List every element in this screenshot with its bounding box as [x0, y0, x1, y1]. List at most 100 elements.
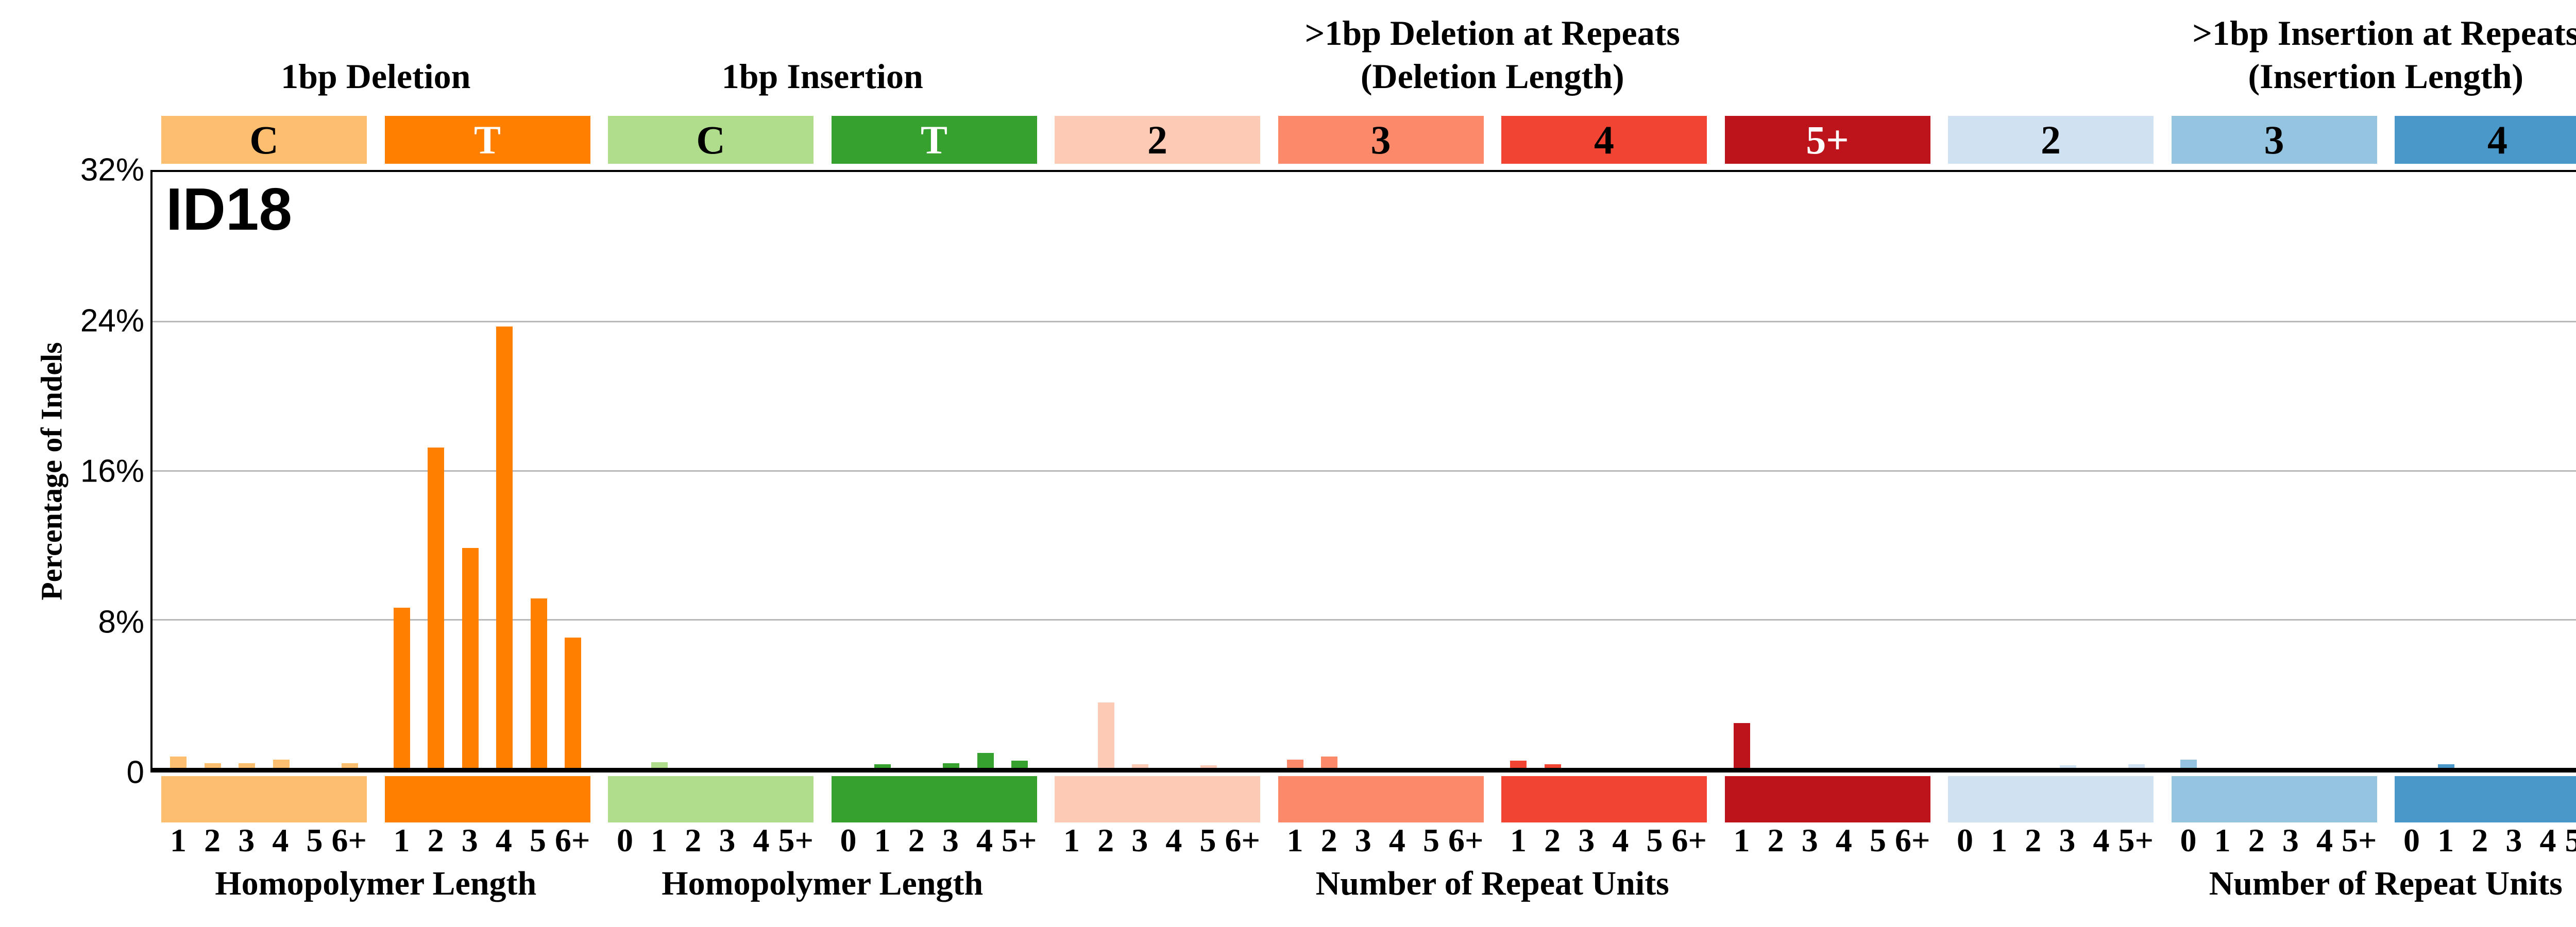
x-tick-label: 5: [529, 822, 546, 859]
slot-insertion-repeats-len3-0: [2172, 172, 2206, 768]
slot-deletion-repeats-len5plus-2: [1759, 172, 1793, 768]
slot-1bp-deletion-T-6+: [556, 172, 590, 768]
x-tick-slot: 4: [744, 824, 778, 857]
x-tick-slot: 1: [385, 824, 419, 857]
x-tick-label: 2: [204, 822, 221, 859]
group-insertion-repeats-len4: 4: [2395, 116, 2576, 164]
x-tick-label: 3: [2059, 822, 2076, 859]
x-tick-slot: 1: [1055, 824, 1089, 857]
x-tick-label: 4: [753, 822, 770, 859]
bar-1bp-insertion-C-1: [651, 762, 668, 768]
slot-deletion-repeats-len5plus-1: [1725, 172, 1759, 768]
bar-deletion-repeats-len5plus-1: [1733, 723, 1750, 768]
x-tick-slot: 1: [2429, 824, 2463, 857]
group-deletion-repeats-len2: 1 2 3 4 5 6+: [1055, 824, 1260, 857]
x-tick-slot: 3: [1569, 824, 1603, 857]
x-tick-label: 0: [2180, 822, 2197, 859]
slot-insertion-repeats-len3-1: [2206, 172, 2240, 768]
slot-insertion-repeats-len2-2: [2016, 172, 2051, 768]
group-1bp-deletion-C: C: [161, 116, 367, 164]
bar-1bp-insertion-T-1: [874, 764, 891, 768]
group-1bp-insertion-C: [608, 172, 814, 768]
x-tick-label: 5: [1646, 822, 1663, 859]
x-tick-label: 1: [1063, 822, 1080, 859]
group-deletion-repeats-len2: [1055, 172, 1260, 768]
x-tick-label: 4: [1835, 822, 1852, 859]
x-tick-label: 4: [495, 822, 512, 859]
signature-id-label: ID18: [166, 176, 293, 243]
x-tick-slot: 3: [1793, 824, 1827, 857]
x-tick-label: 1: [874, 822, 891, 859]
x-tick-slot: 6+: [1895, 824, 1930, 857]
group-1bp-deletion-C: [161, 172, 367, 768]
slot-deletion-repeats-len4-5: [1638, 172, 1673, 768]
slot-insertion-repeats-len4-5+: [2566, 172, 2576, 768]
slot-1bp-insertion-C-5+: [779, 172, 814, 768]
x-tick-label: 3: [1354, 822, 1371, 859]
bar-deletion-repeats-len3-2: [1321, 757, 1338, 768]
x-tick-slot: 5: [1637, 824, 1671, 857]
group-insertion-repeats-len2: [1948, 776, 2154, 822]
category-header-label: 2: [1147, 117, 1167, 162]
x-tick-slot: 3: [1123, 824, 1157, 857]
x-tick-slot: 2: [1312, 824, 1346, 857]
slot-1bp-deletion-T-1: [385, 172, 419, 768]
slot-insertion-repeats-len2-0: [1948, 172, 1982, 768]
slot-insertion-repeats-len2-3: [2051, 172, 2086, 768]
group-deletion-repeats-len4: [1501, 776, 1707, 822]
slot-1bp-deletion-C-3: [230, 172, 264, 768]
x-tick-label: 1: [2214, 822, 2231, 859]
x-tick-slot: 5: [1861, 824, 1895, 857]
y-tick-32: 32%: [80, 152, 144, 188]
slot-1bp-insertion-T-4: [969, 172, 1003, 768]
x-tick-slot: 4: [1603, 824, 1637, 857]
x-tick-label: 5: [1869, 822, 1886, 859]
x-tick-slot: 0: [2395, 824, 2429, 857]
x-tick-label: 0: [617, 822, 634, 859]
x-tick-label: 4: [272, 822, 289, 859]
x-tick-label: 1: [393, 822, 410, 859]
x-tick-label: 5+: [2342, 822, 2377, 859]
x-tick-slot: 5: [521, 824, 555, 857]
slot-1bp-insertion-T-1: [866, 172, 900, 768]
bar-1bp-insertion-T-3: [943, 763, 960, 768]
group-insertion-repeats-len2: [1948, 172, 2154, 768]
x-tick-slot: 5: [1191, 824, 1225, 857]
slot-deletion-repeats-len5plus-5: [1862, 172, 1896, 768]
x-tick-slot: 0: [2172, 824, 2206, 857]
x-tick-label: 4: [1165, 822, 1182, 859]
x-tick-label: 3: [238, 822, 255, 859]
category-header-label: 3: [2264, 117, 2284, 162]
bar-1bp-insertion-T-4: [977, 753, 994, 768]
slot-1bp-deletion-C-2: [196, 172, 230, 768]
slot-1bp-deletion-C-1: [161, 172, 196, 768]
x-tick-label: 2: [2248, 822, 2265, 859]
x-tick-label: 3: [942, 822, 959, 859]
slot-deletion-repeats-len5plus-4: [1827, 172, 1862, 768]
slot-deletion-repeats-len3-2: [1312, 172, 1347, 768]
slot-deletion-repeats-len3-6+: [1449, 172, 1484, 768]
gridline-24pct: [152, 321, 2576, 323]
x-tick-label: 3: [719, 822, 736, 859]
group-insertion-repeats-len4: [2395, 172, 2576, 768]
group-1bp-deletion-T: [384, 776, 590, 822]
x-tick-label: 5+: [2565, 822, 2576, 859]
x-tick-slot: 4: [2308, 824, 2342, 857]
x-tick-slot: 2: [2240, 824, 2274, 857]
x-tick-label: 1: [170, 822, 187, 859]
slot-1bp-deletion-C-4: [264, 172, 299, 768]
x-tick-slot: 5+: [2565, 824, 2576, 857]
x-tick-label: 2: [427, 822, 444, 859]
x-tick-label: 4: [976, 822, 993, 859]
slot-1bp-insertion-C-4: [745, 172, 779, 768]
x-tick-label-row: 1 2 3 4 5 6+ 1 2 3 4 5 6+ 0 1 2 3 4 5+ 0 1 2 3 4 5+ 1 2 3 4 5 6+ 1 2 3 4 5…: [150, 824, 2576, 857]
x-tick-label: 3: [1131, 822, 1148, 859]
slot-insertion-repeats-len2-1: [1982, 172, 2017, 768]
slot-1bp-insertion-T-2: [900, 172, 935, 768]
x-tick-slot: 1: [1501, 824, 1535, 857]
y-axis-title: Percentage of Indels: [35, 342, 69, 600]
slot-1bp-deletion-T-3: [453, 172, 488, 768]
x-tick-label: 2: [1097, 822, 1114, 859]
